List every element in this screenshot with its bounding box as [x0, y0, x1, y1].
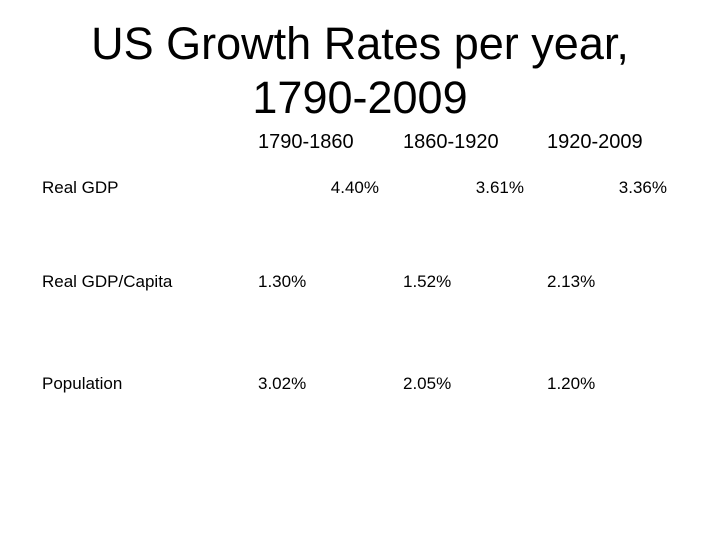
slide-title-line1: US Growth Rates per year,	[91, 18, 629, 69]
value-cell: 3.61%	[475, 178, 524, 197]
table-header-row: 1790-1860 1860-1920 1920-2009	[0, 131, 720, 157]
value-cell: 1.30%	[258, 272, 307, 291]
column-header-period-3: 1920-2009	[547, 131, 643, 153]
slide-title: US Growth Rates per year, 1790-2009	[0, 17, 720, 125]
value-cell: 1.52%	[403, 272, 452, 291]
value-cell: 2.05%	[403, 374, 452, 393]
row-label: Population	[42, 374, 123, 393]
column-header-period-1: 1790-1860	[258, 131, 354, 153]
value-cell: 2.13%	[547, 272, 596, 291]
row-label: Real GDP	[42, 178, 119, 197]
value-cell: 1.20%	[547, 374, 596, 393]
value-cell: 3.02%	[258, 374, 307, 393]
value-cell: 3.36%	[618, 178, 667, 197]
value-cell: 4.40%	[330, 178, 379, 197]
slide-title-line2: 1790-2009	[252, 72, 468, 123]
table-row-real-gdp: Real GDP 4.40% 3.61% 3.36%	[0, 178, 720, 204]
column-header-period-2: 1860-1920	[403, 131, 499, 153]
row-label: Real GDP/Capita	[42, 272, 173, 291]
table-row-population: Population 3.02% 2.05% 1.20%	[0, 374, 720, 400]
table-row-real-gdp-capita: Real GDP/Capita 1.30% 1.52% 2.13%	[0, 272, 720, 298]
